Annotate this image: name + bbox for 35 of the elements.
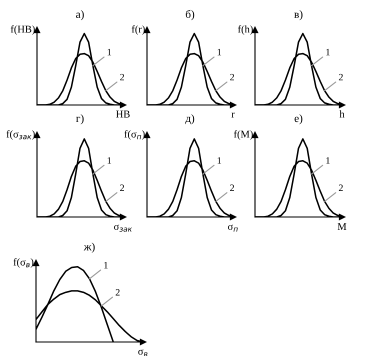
- chart-title: б): [186, 10, 194, 20]
- series-label: 2: [120, 74, 124, 80]
- x-axis-title: σ$_{в}$: [138, 349, 148, 356]
- series-label: 2: [230, 74, 234, 80]
- series-label: 1: [108, 48, 112, 56]
- x-axis-title: HB: [116, 110, 130, 118]
- series-label: 1: [104, 262, 108, 268]
- series-label: 2: [338, 184, 343, 191]
- chart-title: г): [76, 114, 84, 124]
- chart-title: в): [294, 10, 302, 20]
- x-axis-title: M: [338, 223, 346, 230]
- chart-title: ж): [84, 242, 95, 253]
- series-label: 2: [116, 289, 120, 296]
- chart-title: а): [76, 10, 84, 20]
- series-label: 2: [338, 74, 343, 80]
- y-axis-title: f(h): [238, 25, 253, 35]
- x-axis-title: h: [340, 110, 344, 118]
- chart-title: е): [294, 114, 302, 124]
- y-axis-title: f(σ$_{п}$): [124, 130, 145, 140]
- y-axis-title: f(r): [132, 25, 145, 35]
- series-label: 1: [326, 48, 330, 56]
- y-axis-title: f(σ$_{зак}$): [6, 130, 35, 140]
- x-axis-title: σ$_{п}$: [228, 224, 238, 232]
- series-label: 1: [108, 157, 112, 164]
- chart-title: д): [185, 114, 194, 124]
- series-label: 2: [120, 184, 124, 191]
- y-axis-title: f(HB): [10, 25, 35, 35]
- y-axis-title: f(M): [234, 130, 253, 140]
- series-label: 2: [230, 184, 234, 191]
- x-axis-title: r: [231, 112, 235, 118]
- series-label: 1: [218, 157, 222, 164]
- y-axis-title: f(σ$_{в}$): [13, 258, 34, 268]
- x-axis-title: σ$_{зак}$: [114, 224, 132, 232]
- series-label: 1: [218, 48, 222, 56]
- series-label: 1: [326, 157, 330, 164]
